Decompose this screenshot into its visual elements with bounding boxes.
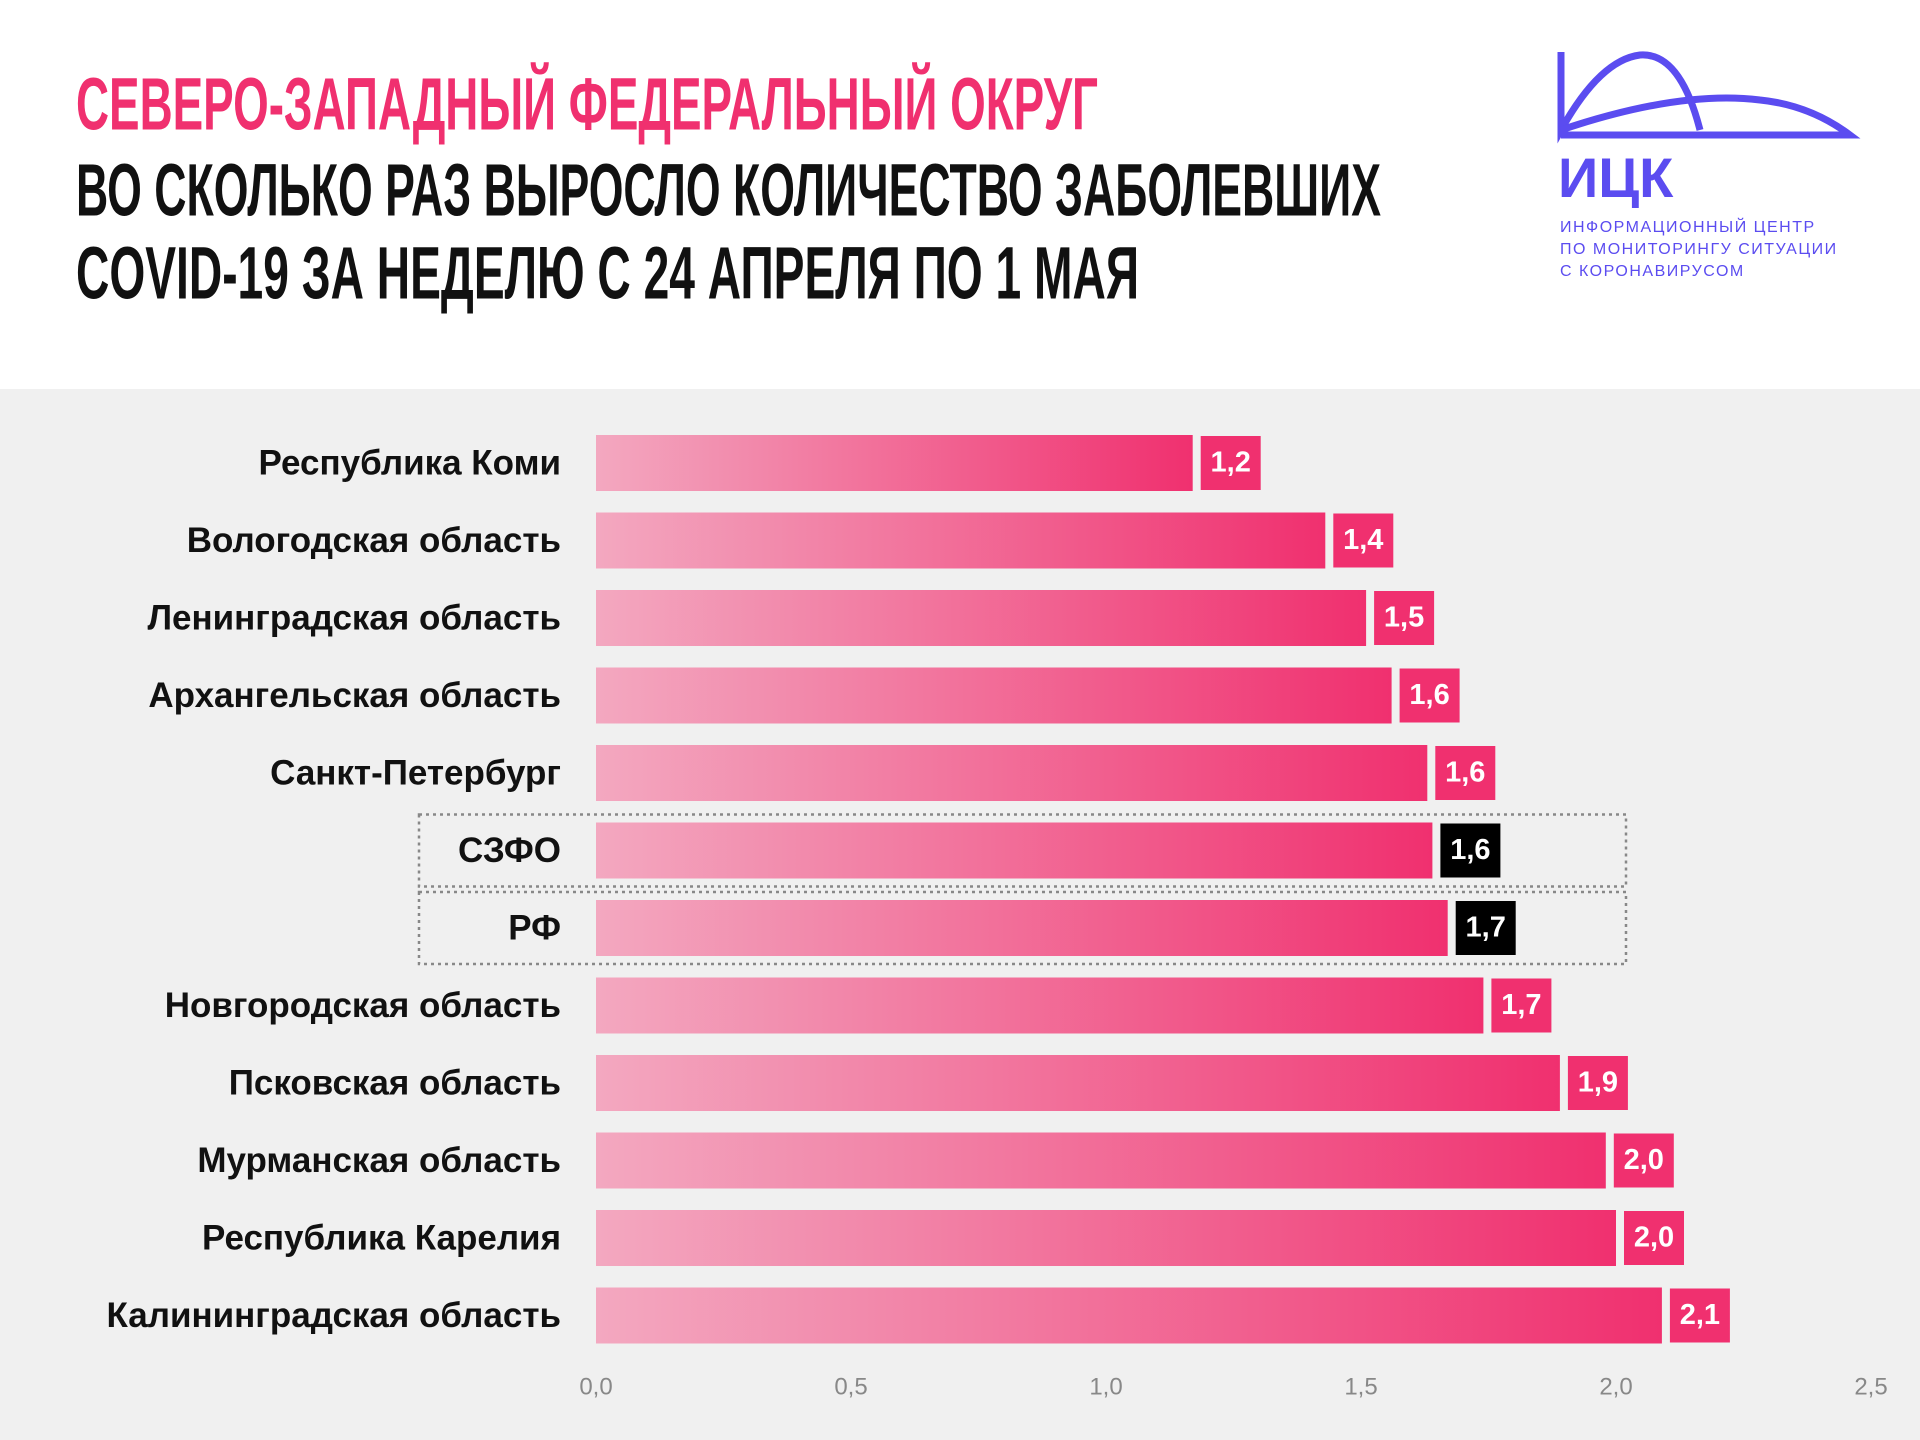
y-tick-label: Республика Коми bbox=[259, 443, 561, 482]
bar bbox=[596, 435, 1193, 491]
x-tick-label: 2,0 bbox=[1599, 1373, 1632, 1400]
logo-text: С КОРОНАВИРУСОМ bbox=[1560, 263, 1745, 280]
value-label: 2,0 bbox=[1624, 1144, 1664, 1176]
value-label-box bbox=[1669, 1288, 1730, 1343]
value-label: 2,1 bbox=[1680, 1299, 1720, 1331]
y-tick-label: Ленинградская область bbox=[147, 598, 561, 637]
value-label-box bbox=[1374, 591, 1435, 645]
bar bbox=[596, 1210, 1616, 1266]
bar bbox=[596, 1132, 1606, 1189]
logo-text: ИНФОРМАЦИОННЫЙ ЦЕНТР bbox=[1560, 217, 1816, 236]
x-tick-label: 1,5 bbox=[1344, 1373, 1377, 1400]
bar bbox=[596, 900, 1448, 956]
value-label-box bbox=[1455, 901, 1516, 955]
logo-text: ПО МОНИТОРИНГУ СИТУАЦИИ bbox=[1560, 241, 1838, 258]
bar bbox=[596, 745, 1428, 801]
x-tick-label: 0,0 bbox=[579, 1373, 612, 1400]
x-tick-label: 0,5 bbox=[834, 1373, 867, 1400]
bar bbox=[596, 667, 1392, 724]
chart-subtitle: COVID-19 ЗА НЕДЕЛЮ С 24 АПРЕЛЯ ПО 1 МАЯ bbox=[76, 232, 1139, 315]
value-label-box bbox=[1624, 1211, 1684, 1265]
highlight-box bbox=[417, 813, 1628, 888]
y-tick-label: Республика Карелия bbox=[202, 1218, 561, 1257]
y-tick-label: СЗФО bbox=[458, 831, 561, 870]
value-label-box bbox=[1440, 823, 1501, 878]
logo-curve bbox=[1557, 51, 1704, 144]
bar bbox=[596, 1287, 1662, 1344]
y-tick-label: Новгородская область bbox=[165, 986, 561, 1025]
y-tick-label: Санкт-Петербург bbox=[270, 753, 561, 792]
y-tick-label: Псковская область bbox=[229, 1063, 561, 1102]
bar bbox=[596, 822, 1433, 879]
value-label: 1,9 bbox=[1578, 1067, 1618, 1099]
value-label-box bbox=[1333, 513, 1394, 568]
bar bbox=[596, 977, 1484, 1034]
y-tick-label: Калининградская область bbox=[106, 1296, 561, 1335]
value-label: 2,0 bbox=[1634, 1222, 1674, 1254]
value-label-box bbox=[1435, 746, 1496, 800]
value-label: 1,2 bbox=[1211, 447, 1251, 479]
x-tick-label: 2,5 bbox=[1854, 1373, 1887, 1400]
value-label-box bbox=[1200, 436, 1261, 490]
highlight-box bbox=[417, 890, 1628, 966]
value-label-box bbox=[1613, 1133, 1674, 1188]
chart-subtitle: ВО СКОЛЬКО РАЗ ВЫРОСЛО КОЛИЧЕСТВО ЗАБОЛЕ… bbox=[76, 149, 1381, 232]
value-label: 1,6 bbox=[1409, 679, 1449, 711]
y-tick-label: Мурманская область bbox=[197, 1141, 561, 1180]
value-label-box bbox=[1491, 978, 1552, 1033]
y-tick-label: Вологодская область bbox=[187, 521, 561, 560]
logo-name: ИЦК bbox=[1558, 146, 1674, 209]
x-tick-label: 1,0 bbox=[1089, 1373, 1122, 1400]
value-label: 1,7 bbox=[1501, 989, 1541, 1021]
logo-curve bbox=[1559, 94, 1861, 139]
value-label-box bbox=[1399, 668, 1460, 723]
value-label: 1,6 bbox=[1450, 834, 1490, 866]
value-label-box bbox=[1567, 1056, 1628, 1110]
logo bbox=[1557, 51, 1861, 144]
bar bbox=[596, 1055, 1560, 1111]
value-label: 1,7 bbox=[1466, 912, 1506, 944]
value-label: 1,5 bbox=[1384, 602, 1424, 634]
value-label: 1,4 bbox=[1343, 524, 1383, 556]
chart-title: СЕВЕРО-ЗАПАДНЫЙ ФЕДЕРАЛЬНЫЙ ОКРУГ bbox=[76, 62, 1098, 146]
value-label: 1,6 bbox=[1445, 757, 1485, 789]
y-tick-label: Архангельская область bbox=[148, 676, 561, 715]
bar bbox=[596, 590, 1367, 646]
bar bbox=[596, 512, 1326, 569]
y-tick-label: РФ bbox=[508, 908, 561, 947]
